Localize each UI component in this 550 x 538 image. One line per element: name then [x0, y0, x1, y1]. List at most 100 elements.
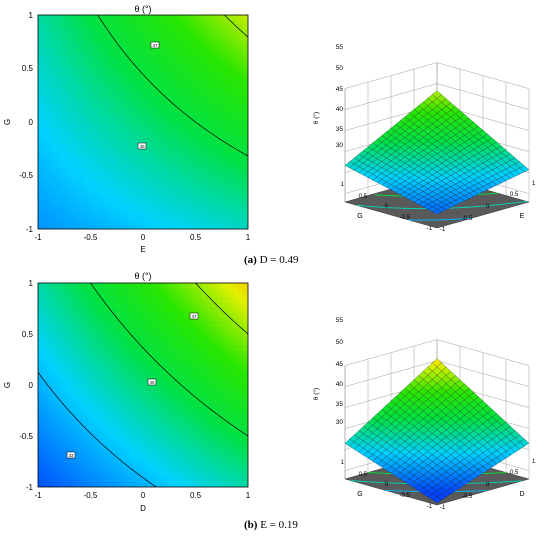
heat-cell [143, 462, 149, 469]
heat-cell [113, 380, 119, 386]
heat-cell [53, 360, 59, 367]
heat-cell [93, 365, 99, 372]
heat-cell [173, 167, 179, 174]
heat-cell [93, 76, 99, 82]
heat-cell [78, 127, 84, 133]
heat-cell [228, 351, 234, 357]
heat-cell [178, 341, 184, 347]
heat-cell [168, 111, 174, 118]
heat-cell [93, 45, 99, 52]
heat-cell [228, 137, 234, 143]
heat-cell [178, 375, 184, 381]
heat-cell [48, 380, 54, 386]
heat-cell [53, 341, 59, 347]
heat-cell [238, 331, 244, 338]
heat-cell [108, 183, 114, 189]
heat-cell [143, 385, 149, 391]
heat-cell [88, 96, 94, 103]
heat-cell [183, 414, 189, 420]
heat-cell [163, 91, 169, 98]
heat-cell [143, 178, 149, 184]
heat-cell [183, 223, 189, 229]
heat-cell [78, 404, 84, 410]
heat-cell [118, 467, 124, 474]
heat-cell [113, 55, 119, 62]
heat-cell [128, 351, 134, 357]
heat-cell [203, 35, 209, 42]
heat-cell [143, 414, 149, 420]
heat-cell [73, 419, 79, 425]
heat-cell [108, 482, 114, 487]
heat-cell [238, 283, 244, 289]
heat-cell [123, 25, 129, 31]
heat-cell [188, 453, 194, 459]
heat-cell [83, 30, 89, 36]
heat-cell [243, 71, 248, 77]
heat-cell [193, 122, 199, 128]
heat-cell [188, 472, 194, 478]
heat-cell [63, 111, 69, 118]
heat-cell [213, 45, 219, 52]
heat-cell [173, 326, 179, 333]
heat-cell [93, 297, 99, 304]
heat-cell [83, 76, 89, 82]
heat-cell [213, 404, 219, 410]
heat-cell [133, 453, 139, 459]
heat-cell [38, 385, 44, 391]
heat-cell [208, 341, 214, 347]
heat-cell [148, 414, 154, 420]
heat-cell [118, 321, 124, 328]
heat-cell [233, 76, 239, 82]
heat-cell [188, 127, 194, 133]
heat-cell [203, 15, 209, 21]
heat-cell [68, 351, 74, 357]
heat-cell [133, 203, 139, 210]
heat-cell [103, 433, 109, 440]
heat-cell [43, 433, 49, 440]
heat-cell [118, 351, 124, 357]
caption-prefix-a: (a) [244, 254, 257, 266]
heat-cell [78, 336, 84, 342]
heat-cell [133, 297, 139, 304]
heat-cell [178, 40, 184, 47]
heat-cell [123, 60, 129, 67]
x-tick: -1 [34, 491, 42, 500]
heat-cell [173, 203, 179, 210]
heat-cell [168, 467, 174, 474]
heat-cell [103, 302, 109, 308]
heat-cell [38, 183, 44, 189]
heat-cell [153, 443, 159, 449]
heat-cell [228, 30, 234, 36]
heat-cell [118, 142, 124, 149]
heat-cell [133, 326, 139, 333]
heat-cell [103, 457, 109, 464]
surface-facet [432, 209, 442, 215]
heat-cell [103, 365, 109, 372]
heat-cell [88, 35, 94, 42]
heat-cell [118, 302, 124, 308]
heat-cell [113, 208, 119, 215]
heat-cell [153, 389, 159, 396]
heat-cell [68, 96, 74, 103]
heat-cell [183, 203, 189, 210]
heat-cell [43, 321, 49, 328]
heat-cell [158, 76, 164, 82]
heat-cell [108, 438, 114, 444]
axis-tick: 0.5 [359, 194, 368, 200]
heat-cell [208, 116, 214, 123]
heat-cell [208, 326, 214, 333]
heat-cell [143, 35, 149, 42]
heat-cell [133, 467, 139, 474]
heat-cell [138, 341, 144, 347]
heat-cell [208, 423, 214, 430]
heat-cell [158, 198, 164, 205]
heat-cell [148, 65, 154, 72]
heat-cell [73, 360, 79, 367]
heat-cell [93, 321, 99, 328]
heat-cell [38, 321, 44, 328]
heat-cell [208, 203, 214, 210]
heat-cell [53, 147, 59, 154]
heat-cell [213, 111, 219, 118]
heat-cell [163, 106, 169, 113]
heat-cell [48, 198, 54, 205]
